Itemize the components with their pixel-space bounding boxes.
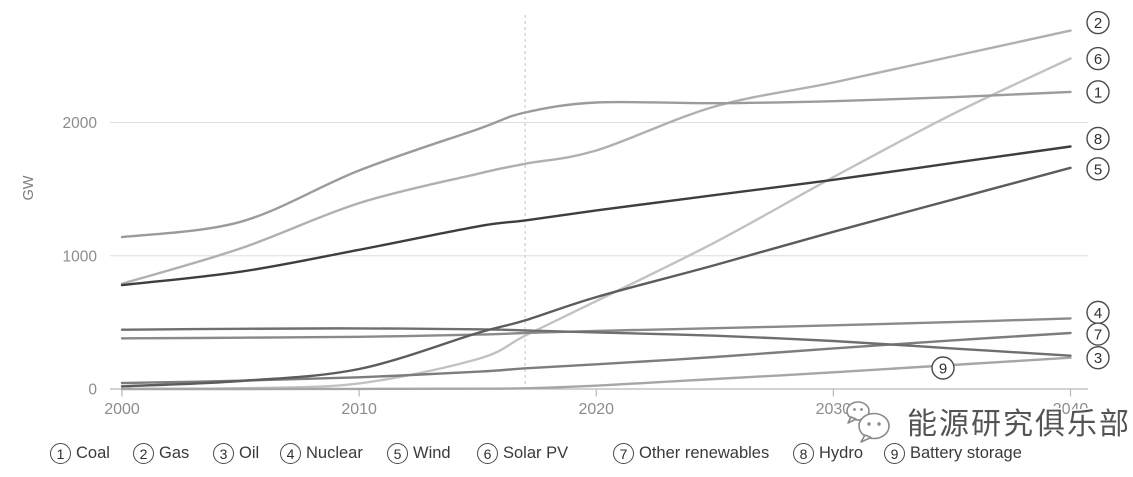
y-tick-label: 1000 [63, 248, 98, 265]
endpoint-marker-number-9: 9 [939, 361, 947, 378]
endpoint-marker-circle-8 [1086, 126, 1110, 151]
series-line-solar-pv [120, 57, 1072, 390]
y-tick-label: 2000 [63, 115, 98, 132]
legend-label: Solar PV [503, 444, 569, 462]
series-line-oil [120, 327, 1072, 357]
endpoint-marker-number-5: 5 [1094, 161, 1102, 178]
legend-number-3: 3 [213, 443, 234, 464]
legend-label: Gas [159, 444, 190, 462]
y-tick-label: 0 [88, 382, 97, 399]
endpoint-marker-number-6: 6 [1094, 51, 1102, 68]
legend-number-7: 7 [613, 443, 634, 464]
series-line-hydro [120, 145, 1072, 287]
legend-number-4: 4 [280, 443, 301, 464]
x-tick-label: 2000 [104, 401, 140, 418]
x-tick-label: 2020 [578, 401, 614, 418]
x-tick-label: 2010 [341, 401, 377, 418]
legend-number-6: 6 [477, 443, 498, 464]
endpoint-marker-circle-1 [1086, 80, 1110, 104]
legend-item-wind: 5 Wind [387, 443, 451, 464]
legend-number-5: 5 [387, 443, 408, 464]
legend-item-coal: 1 Coal [50, 443, 110, 464]
endpoint-marker-number-3: 3 [1094, 350, 1102, 367]
chart-legend: 1 Coal 2 Gas 3 Oil 4 Nuclear 5 Wind 6 Solar PV 7 Othe… [0, 443, 1133, 471]
legend-item-gas: 2 Gas [133, 443, 189, 464]
y-axis-unit-label: GW [21, 175, 37, 200]
endpoint-marker-number-8: 8 [1094, 131, 1102, 148]
legend-item-solar-pv: 6 Solar PV [477, 443, 568, 464]
legend-item-battery-storage: 9 Battery storage [884, 443, 1022, 464]
legend-label: Wind [413, 444, 451, 462]
endpoint-marker-number-4: 4 [1094, 305, 1102, 322]
endpoint-marker-number-1: 1 [1094, 84, 1102, 101]
series-line-wind [120, 166, 1072, 388]
legend-item-oil: 3 Oil [213, 443, 259, 464]
legend-number-9: 9 [884, 443, 905, 464]
x-tick-label: 2030 [816, 401, 852, 418]
series-line-other-renewables [120, 331, 1072, 385]
endpoint-marker-number-7: 7 [1094, 327, 1102, 344]
endpoint-marker-circle-7 [1086, 322, 1110, 346]
endpoint-marker-number-2: 2 [1094, 15, 1102, 32]
series-line-battery-storage [120, 356, 1072, 391]
legend-number-8: 8 [793, 443, 814, 464]
legend-item-nuclear: 4 Nuclear [280, 443, 363, 464]
legend-label: Battery storage [910, 444, 1022, 462]
legend-label: Coal [76, 444, 110, 462]
legend-label: Oil [239, 444, 260, 462]
endpoint-marker-circle-6 [1086, 46, 1110, 71]
legend-number-1: 1 [50, 443, 71, 464]
legend-label: Hydro [819, 444, 864, 462]
endpoint-marker-circle-9 [931, 356, 955, 380]
legend-item-other-renewables: 7 Other renewables [613, 443, 769, 464]
x-tick-label: 2040 [1053, 401, 1089, 418]
legend-item-hydro: 8 Hydro [793, 443, 863, 464]
endpoint-marker-circle-2 [1086, 10, 1110, 35]
legend-label: Nuclear [306, 444, 363, 462]
legend-number-2: 2 [133, 443, 154, 464]
endpoint-marker-circle-5 [1086, 157, 1110, 181]
series-line-gas [120, 29, 1072, 285]
endpoint-marker-circle-3 [1086, 345, 1110, 370]
legend-label: Other renewables [639, 444, 770, 462]
series-line-coal [120, 90, 1072, 239]
